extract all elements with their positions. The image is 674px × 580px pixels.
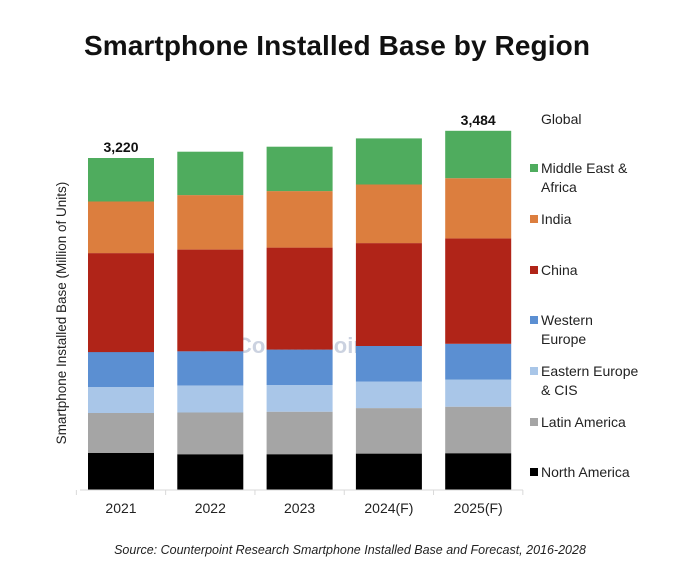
bar-segment-latin-america-2024(F) [355,408,422,454]
bar-segment-eastern-europe-cis-2023 [266,384,333,412]
bar-segment-north-america-2022 [177,454,244,490]
bar-segment-western-europe-2024(F) [355,346,422,382]
legend-label: Eastern Europe [541,363,638,379]
x-axis-ticks: 2021 2022 2023 2024(F) 2025(F) [75,490,524,516]
x-tick-label: 2024(F) [364,500,413,516]
legend-label: Middle East & [541,160,628,176]
bar-segment-western-europe-2023 [266,349,333,385]
bar-segment-china-2023 [266,247,333,350]
legend-swatch [530,367,538,375]
bar-segment-latin-america-2022 [177,412,244,455]
bar-segment-eastern-europe-cis-2025(F) [445,379,512,407]
total-label-2025(F): 3,484 [461,112,496,128]
total-labels: 3,220 3,484 [103,112,495,155]
bar-segment-latin-america-2021 [88,413,154,453]
bar-segment-middle-east-africa-2023 [266,146,333,192]
x-tick-label: 2023 [284,500,315,516]
bar-segment-north-america-2024(F) [355,453,422,490]
legend-item-china: China [530,262,578,278]
legend-swatch [530,468,538,476]
bar-segment-eastern-europe-cis-2024(F) [355,381,422,409]
legend-swatch [530,316,538,324]
legend-item-india: India [530,211,572,227]
bar-segment-western-europe-2025(F) [445,343,512,380]
bar-segment-north-america-2021 [88,453,154,490]
legend-swatch [530,418,538,426]
bar-segment-middle-east-africa-2022 [177,151,244,196]
legend: Global Middle East & Africa India China West… [530,111,638,480]
bar-segment-china-2025(F) [445,238,512,344]
legend-label: North America [541,464,630,480]
bar-segment-eastern-europe-cis-2021 [88,387,154,413]
legend-swatch [530,266,538,274]
legend-label: & CIS [541,382,578,398]
bar-segment-china-2024(F) [355,243,422,346]
x-tick-label: 2021 [105,500,136,516]
bar-segment-india-2023 [266,191,333,248]
bar-segment-china-2021 [88,253,154,353]
legend-swatch [530,215,538,223]
x-tick-label: 2025(F) [454,500,503,516]
bar-stack-2024(F) [355,138,422,490]
bar-stack-2023 [266,146,333,490]
bar-segment-india-2022 [177,195,244,250]
y-axis-label: Smartphone Installed Base (Million of Un… [54,182,69,445]
legend-item-north-america: North America [530,464,630,480]
legend-item-eastern-europe-cis: Eastern Europe & CIS [530,363,638,398]
bar-segment-north-america-2023 [266,454,333,490]
bar-stack-2022 [177,151,244,490]
bar-segment-north-america-2025(F) [445,453,512,490]
source-note: Source: Counterpoint Research Smartphone… [114,543,586,557]
bar-segment-middle-east-africa-2021 [88,158,154,202]
total-label-2021: 3,220 [103,139,138,155]
bar-segment-western-europe-2022 [177,351,244,386]
bar-segment-middle-east-africa-2025(F) [445,130,512,179]
bars-group [88,130,512,490]
bar-stack-2021 [88,158,154,490]
legend-item-middle-east-africa: Middle East & Africa [530,160,628,195]
bar-segment-india-2021 [88,201,154,254]
legend-item-western-europe: Western Europe [530,312,593,347]
legend-label: China [541,262,578,278]
x-tick-label: 2022 [195,500,226,516]
bar-segment-latin-america-2023 [266,411,333,455]
legend-label: Europe [541,331,586,347]
bar-segment-china-2022 [177,249,244,352]
bar-segment-middle-east-africa-2024(F) [355,138,422,185]
legend-item-latin-america: Latin America [530,414,626,430]
chart-title: Smartphone Installed Base by Region [83,30,591,61]
legend-label: Latin America [541,414,626,430]
bar-segment-eastern-europe-cis-2022 [177,385,244,413]
bar-segment-india-2024(F) [355,184,422,244]
bar-segment-latin-america-2025(F) [445,406,512,454]
legend-label: Western [541,312,593,328]
bar-segment-western-europe-2021 [88,352,154,387]
bar-segment-india-2025(F) [445,178,512,239]
bar-stack-2025(F) [445,130,512,490]
legend-label: India [541,211,572,227]
legend-label: Africa [541,179,577,195]
legend-swatch [530,164,538,172]
legend-header: Global [541,111,581,127]
